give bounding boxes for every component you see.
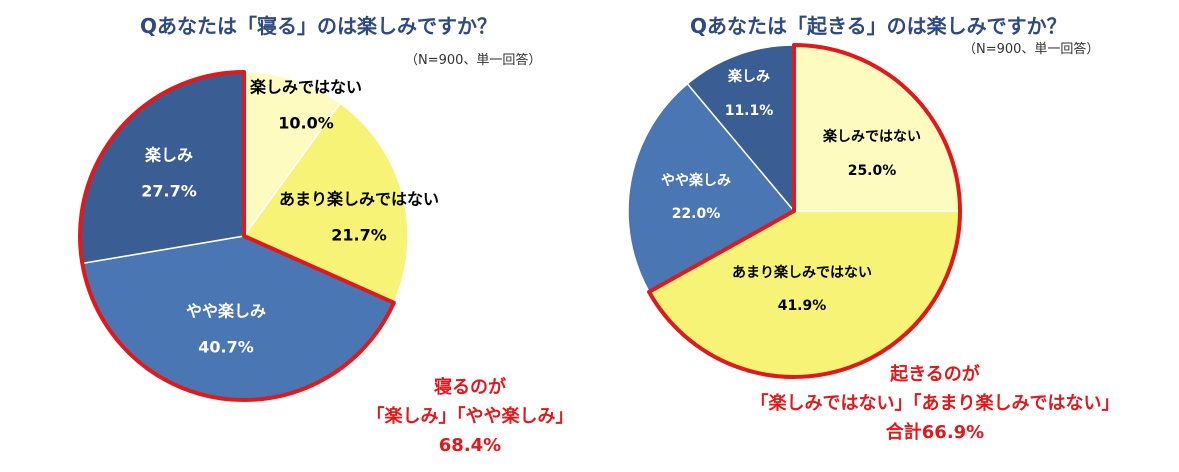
chart-1-slice-1 (243, 71, 342, 239)
chart-1-slice-2-value-label: 21.7% (331, 226, 387, 245)
chart-2-sample-note: （N=900、単一回答） (963, 42, 1100, 57)
chart-2-callout: 起きるのが 「楽しみではない」「あまり楽しみではない」 合計66.9% (715, 360, 1155, 447)
chart-2-slice-4 (686, 44, 795, 214)
chart-2-slice-3-name-label: やや楽しみ (661, 172, 731, 189)
chart-2-slice-4-value-label: 11.1% (725, 103, 774, 119)
chart-2-highlight-outline (647, 43, 962, 379)
chart-1-slice-4-value-label: 27.7% (141, 182, 197, 201)
chart-1-slice-3-name-label: やや楽しみ (186, 302, 266, 321)
chart-1-callout-line-3: 68.4% (438, 435, 502, 456)
chart-2-title: Qあなたは「起きる」のは楽しみですか？ (690, 14, 1067, 38)
chart-1-highlight-outline (78, 70, 396, 402)
chart-2-slice-3 (627, 82, 796, 293)
chart-1-slice-1-name-label: 楽しみではない (249, 78, 362, 97)
chart-2-slice-2-value-label: 41.9% (778, 298, 827, 314)
chart-2-slice-4-name-label: 楽しみ (727, 68, 770, 85)
chart-1-slice-2-name-label: あまり楽しみではない (279, 190, 439, 209)
chart-2-callout-line-1: 起きるのが (890, 364, 980, 385)
chart-1-callout-line-1: 寝るのが (434, 377, 506, 398)
chart-1-callout-line-2: 「楽しみ」「やや楽しみ」 (366, 406, 574, 427)
chart-1-slice-4-name-label: 楽しみ (144, 146, 193, 165)
chart-2-callout-line-3: 合計66.9% (885, 422, 985, 443)
chart-1-sample-note: （N=900、単一回答） (405, 53, 542, 68)
chart-2-callout-line-2: 「楽しみではない」「あまり楽しみではない」 (750, 393, 1120, 414)
chart-1-title: Qあなたは「寝る」のは楽しみですか？ (140, 14, 498, 38)
chart-1-callout: 寝るのが 「楽しみ」「やや楽しみ」 68.4% (360, 373, 580, 460)
chart-1-slice-1-value-label: 10.0% (278, 114, 334, 133)
chart-2-slice-3-value-label: 22.0% (672, 206, 721, 222)
chart-2-slice-1-value-label: 25.0% (848, 163, 897, 179)
chart-2-slice-1 (793, 44, 961, 212)
chart-2-slice-2-name-label: あまり楽しみではない (732, 264, 872, 281)
chart-1-slice-3-value-label: 40.7% (198, 338, 254, 357)
chart-2-slice-1-name-label: 楽しみではない (822, 128, 921, 145)
